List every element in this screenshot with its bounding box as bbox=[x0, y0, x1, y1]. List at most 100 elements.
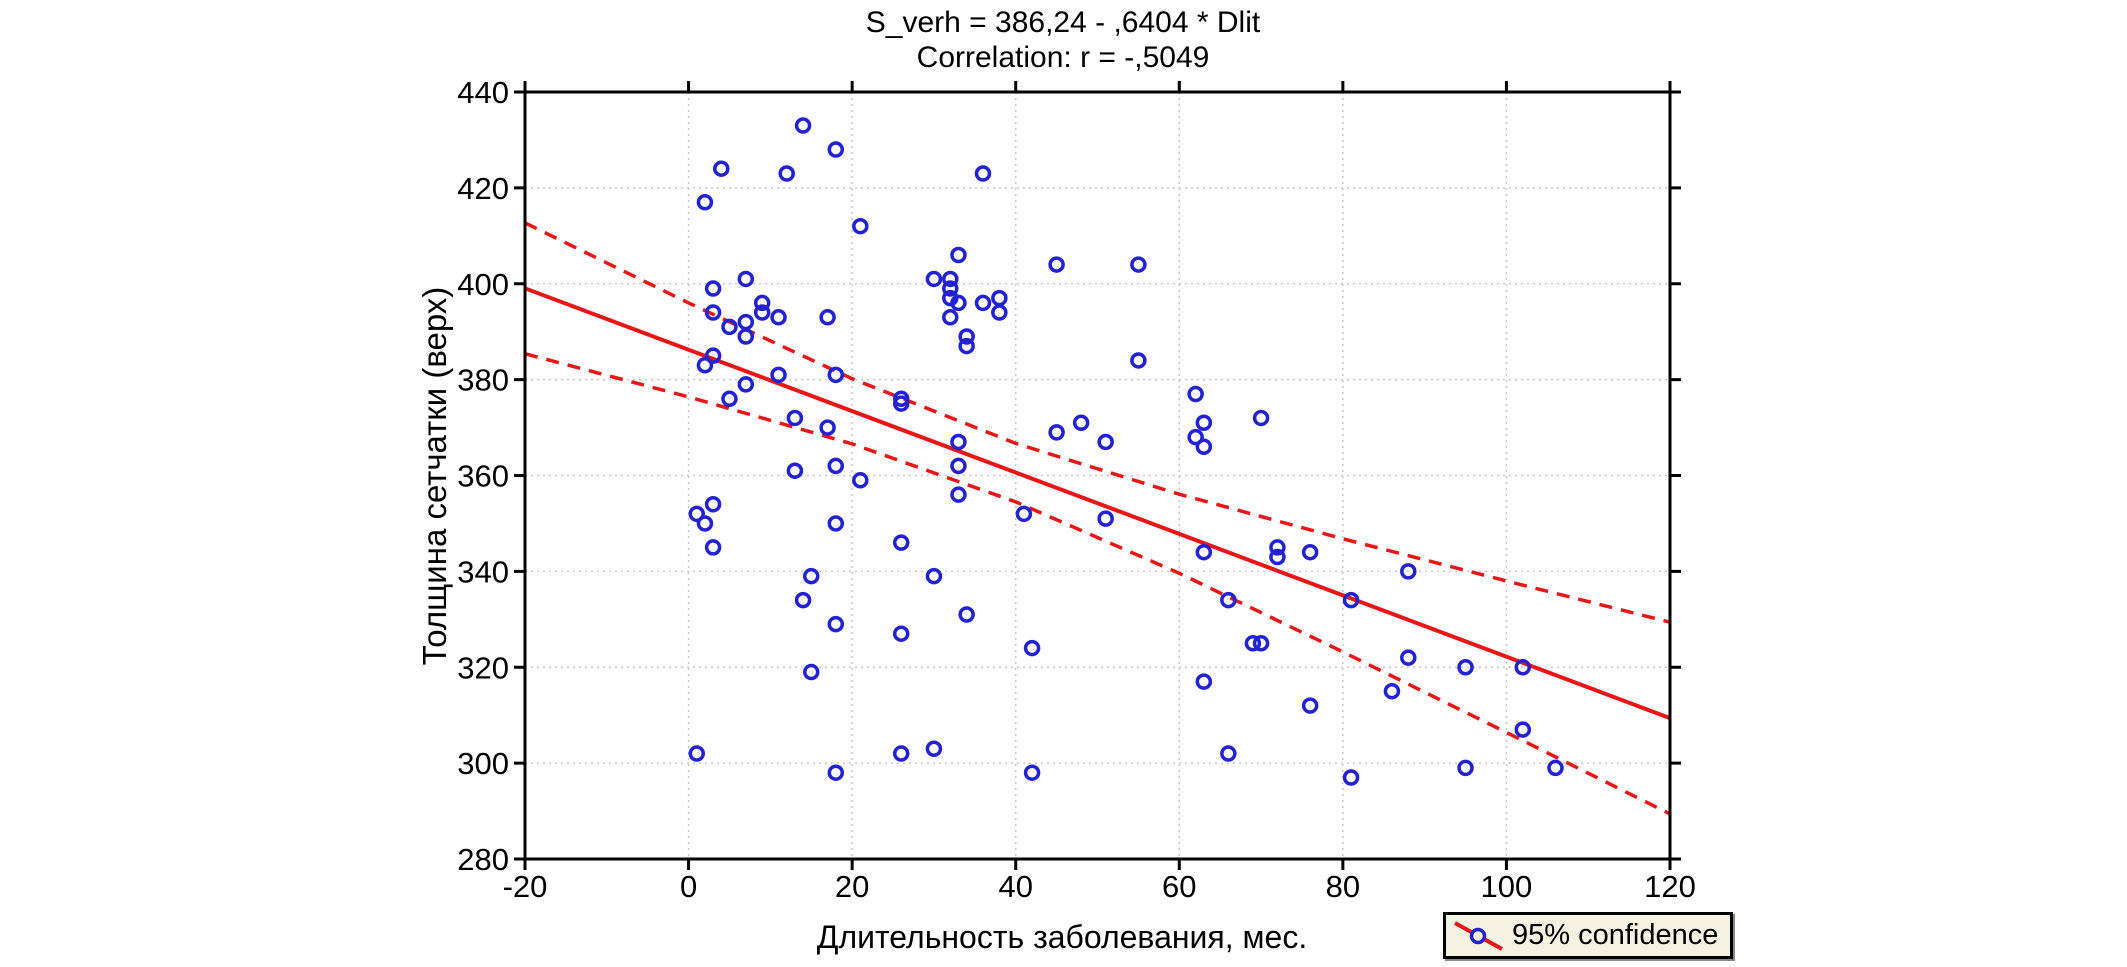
x-tick-label: 40 bbox=[998, 869, 1032, 904]
scatter-point bbox=[1097, 510, 1114, 527]
scatter-point bbox=[974, 294, 992, 312]
scatter-point bbox=[1195, 414, 1213, 432]
scatter-point bbox=[721, 390, 738, 408]
y-tick-label: 300 bbox=[457, 746, 509, 781]
y-tick-label: 420 bbox=[457, 171, 509, 206]
scatter-point bbox=[1400, 649, 1417, 666]
y-tick-label: 320 bbox=[457, 650, 509, 685]
scatter-point bbox=[1023, 639, 1041, 657]
scatter-point bbox=[892, 534, 910, 551]
scatter-point bbox=[958, 606, 975, 623]
scatter-point bbox=[852, 217, 869, 235]
confidence-band-lower bbox=[524, 352, 1671, 816]
scatter-point bbox=[1244, 635, 1262, 652]
confidence-legend-icon bbox=[1454, 920, 1503, 951]
scatter-point bbox=[958, 337, 975, 355]
scatter-point bbox=[1514, 721, 1532, 738]
scatter-point bbox=[704, 304, 722, 321]
scatter-point bbox=[704, 539, 722, 556]
scatter-point bbox=[1220, 745, 1237, 762]
scatter-point bbox=[1269, 548, 1286, 566]
scatter-point bbox=[1097, 433, 1114, 451]
scatter-point bbox=[892, 625, 910, 642]
scatter-point bbox=[942, 270, 959, 288]
scatter-point bbox=[1514, 659, 1532, 676]
x-tick-label: 0 bbox=[680, 869, 697, 904]
scatter-point bbox=[1015, 505, 1033, 523]
scatter-point bbox=[942, 309, 959, 326]
scatter-point bbox=[925, 567, 943, 585]
scatter-point bbox=[1048, 424, 1065, 441]
y-tick-label: 280 bbox=[457, 842, 509, 877]
scatter-point bbox=[852, 472, 869, 489]
chart-title: S_verh = 386,24 - ,6404 * Dlit bbox=[865, 6, 1261, 39]
scatter-point bbox=[1342, 769, 1360, 786]
scatter-point bbox=[819, 419, 836, 436]
scatter-point bbox=[1457, 659, 1474, 676]
scatter-point bbox=[827, 366, 845, 384]
scatter-point bbox=[827, 141, 845, 158]
scatter-point bbox=[704, 496, 722, 513]
scatter-point bbox=[704, 280, 722, 297]
scatter-point bbox=[688, 745, 705, 762]
scatter-point bbox=[892, 745, 910, 762]
x-axis-title: Длительность заболевания, мес. bbox=[816, 919, 1308, 955]
x-tick-label: 20 bbox=[835, 869, 869, 904]
scatter-point bbox=[827, 615, 845, 633]
x-tick-label: 120 bbox=[1644, 869, 1696, 904]
scatter-point bbox=[753, 294, 771, 312]
scatter-point bbox=[827, 515, 845, 532]
chart-subtitle: Correlation: r = -,5049 bbox=[916, 41, 1210, 74]
scatter-point bbox=[1220, 591, 1237, 609]
scatter-point bbox=[991, 304, 1008, 321]
scatter-point bbox=[737, 328, 755, 345]
scatter-point bbox=[1023, 764, 1041, 781]
scatter-point bbox=[950, 457, 967, 475]
y-axis-title: Толщина сетчатки (верх) bbox=[416, 286, 453, 666]
scatter-point bbox=[704, 347, 722, 364]
scatter-point bbox=[770, 309, 787, 326]
scatter-point bbox=[1342, 591, 1360, 609]
scatter-point bbox=[1301, 543, 1319, 561]
scatter-point bbox=[1400, 563, 1417, 580]
y-tick-label: 360 bbox=[457, 459, 509, 494]
y-tick-label: 440 bbox=[457, 75, 509, 110]
scatter-point bbox=[1269, 539, 1286, 556]
scatter-point bbox=[737, 376, 755, 393]
scatter-point bbox=[1130, 256, 1147, 273]
scatter-point bbox=[786, 462, 804, 479]
scatter-point bbox=[1301, 697, 1319, 714]
scatter-point bbox=[1252, 409, 1270, 427]
scatter-point bbox=[950, 294, 967, 312]
scatter-point bbox=[892, 395, 910, 412]
scatter-point bbox=[950, 246, 967, 264]
confidence-band-upper bbox=[524, 221, 1671, 624]
scatter-point bbox=[1195, 673, 1213, 690]
scatter-point bbox=[1195, 438, 1213, 455]
scatter-point bbox=[696, 515, 714, 532]
scatter-point bbox=[1383, 682, 1401, 700]
legend: 95% confidence bbox=[1443, 912, 1734, 959]
scatter-point bbox=[696, 356, 714, 374]
scatter-point bbox=[803, 663, 820, 681]
scatter-point bbox=[958, 328, 975, 345]
legend-point-icon bbox=[1469, 927, 1487, 944]
scatter-point bbox=[974, 165, 992, 182]
x-tick-label: 100 bbox=[1481, 869, 1533, 904]
scatter-point bbox=[1457, 759, 1474, 777]
regression-line bbox=[524, 286, 1671, 720]
scatter-point bbox=[925, 270, 943, 288]
scatter-point bbox=[786, 409, 804, 427]
x-tick-label: 80 bbox=[1326, 869, 1360, 904]
scatter-point bbox=[950, 486, 967, 503]
scatter-point bbox=[827, 457, 845, 475]
scatter-point bbox=[737, 270, 755, 288]
scatter-point bbox=[950, 433, 967, 451]
scatter-point bbox=[696, 194, 714, 211]
x-tick-label: 60 bbox=[1162, 869, 1196, 904]
scatter-point bbox=[1130, 352, 1147, 369]
x-tick-label: -20 bbox=[503, 869, 548, 904]
scatter-point bbox=[827, 764, 845, 781]
